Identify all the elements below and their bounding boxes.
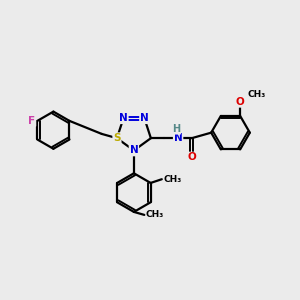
Text: N: N xyxy=(119,113,128,123)
Text: O: O xyxy=(236,97,244,107)
Text: F: F xyxy=(28,116,35,126)
Text: O: O xyxy=(188,152,196,163)
Text: N: N xyxy=(174,133,182,143)
Text: N: N xyxy=(140,113,149,123)
Text: H: H xyxy=(172,124,180,134)
Text: N: N xyxy=(130,146,138,155)
Text: CH₃: CH₃ xyxy=(163,175,181,184)
Text: CH₃: CH₃ xyxy=(146,210,164,219)
Text: S: S xyxy=(113,133,121,143)
Text: CH₃: CH₃ xyxy=(247,90,265,99)
